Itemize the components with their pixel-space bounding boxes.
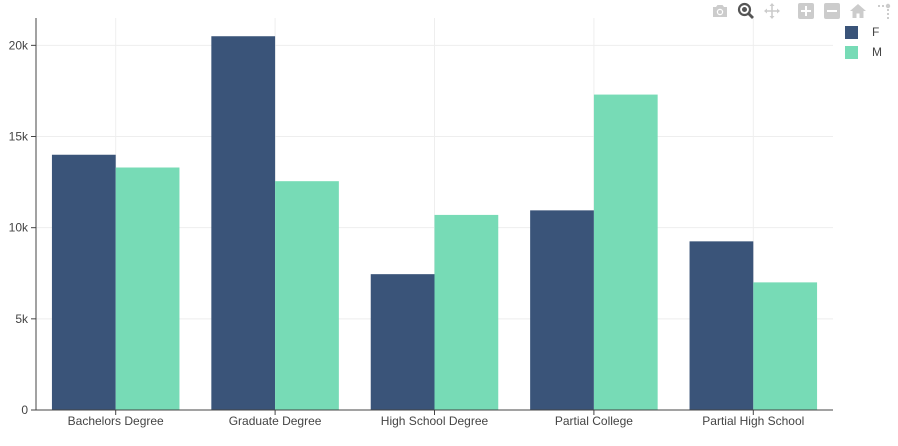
legend-label-f: F — [872, 25, 880, 39]
bar-m-2[interactable] — [434, 214, 499, 410]
x-tick-label: Bachelors Degree — [68, 414, 164, 428]
y-tick-label: 15k — [9, 130, 29, 144]
y-tick-label: 5k — [15, 312, 29, 326]
legend-label-m: M — [872, 45, 882, 59]
legend-item-m[interactable]: M — [845, 42, 882, 62]
bar-f-4[interactable] — [689, 241, 754, 410]
bar-m-3[interactable] — [593, 94, 658, 410]
x-tick-labels: Bachelors Degree Graduate Degree High Scho… — [68, 410, 804, 428]
spikelines-icon[interactable] — [874, 2, 894, 20]
y-tick-labels: 0 5k 10k 15k 20k — [9, 38, 36, 417]
bar-f-1[interactable] — [211, 36, 276, 411]
home-icon[interactable] — [848, 2, 868, 20]
legend: F M — [845, 22, 882, 62]
y-tick-label: 10k — [9, 221, 29, 235]
x-tick-label: High School Degree — [381, 414, 489, 428]
legend-item-f[interactable]: F — [845, 22, 882, 42]
bar-f-3[interactable] — [530, 210, 594, 410]
bar-m-1[interactable] — [275, 181, 339, 410]
legend-swatch-f — [845, 25, 858, 39]
modebar — [710, 2, 898, 20]
x-tick-label: Graduate Degree — [229, 414, 322, 428]
bars — [51, 36, 818, 411]
y-tick-label: 0 — [21, 403, 28, 417]
bar-m-4[interactable] — [753, 282, 818, 410]
pan-icon[interactable] — [762, 2, 782, 20]
bar-f-2[interactable] — [370, 274, 435, 410]
x-tick-label: Partial High School — [702, 414, 804, 428]
x-tick-label: Partial College — [555, 414, 633, 428]
camera-icon[interactable] — [710, 2, 730, 20]
bar-m-0[interactable] — [115, 167, 180, 410]
legend-swatch-m — [845, 45, 858, 59]
zoom-icon[interactable] — [736, 2, 756, 20]
bar-f-0[interactable] — [51, 154, 116, 410]
y-tick-label: 20k — [9, 38, 29, 52]
zoom-out-icon[interactable] — [822, 2, 842, 20]
zoom-in-icon[interactable] — [796, 2, 816, 20]
